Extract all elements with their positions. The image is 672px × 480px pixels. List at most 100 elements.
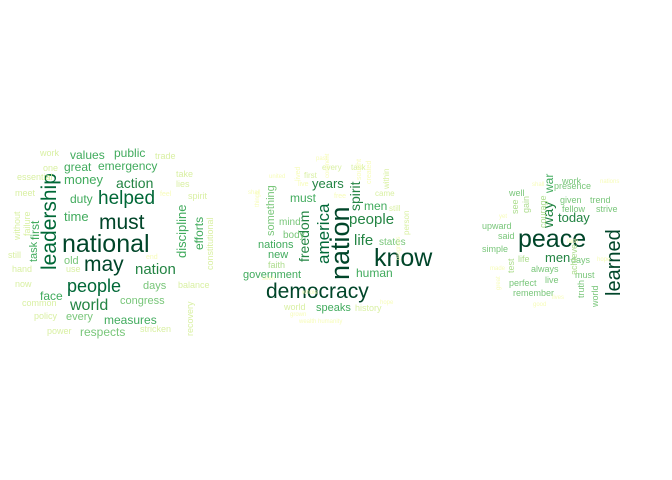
word-hand: hand [12,264,32,274]
word-values: values [70,148,105,162]
word-still: still [389,204,401,213]
word-truth: truth [576,280,586,298]
word-wealth: wealth [298,319,316,325]
word-gain: gain [521,196,531,213]
word-always: always [531,264,559,274]
word-without: without [12,211,22,241]
word-upward: upward [482,221,512,231]
word-work: work [39,148,60,158]
word-perfect: perfect [509,278,537,288]
word-well: well [508,188,525,198]
word-body: body [283,230,305,241]
word-america: america [314,203,333,264]
word-whole: whole [301,290,318,296]
word-money: money [64,172,104,187]
word-helped: helped [98,188,155,209]
word-humanity: humanity [318,319,342,325]
word-freedom: freedom [296,211,312,262]
word-war: war [542,174,556,194]
word-life: life [354,232,373,249]
word-history: history [355,303,382,313]
word-may: may [84,253,124,276]
word-use: use [66,264,81,274]
word-continent: continent [325,153,331,178]
word-progress: progress [396,237,402,260]
word-discipline: discipline [174,205,189,258]
word-government: government [243,269,301,281]
word-nation: nation [135,261,176,278]
word-way: way [540,201,557,229]
word-spirit: spirit [347,181,363,211]
word-said: said [498,231,515,241]
word-failure: failure [22,211,32,236]
word-end: end [146,254,158,261]
word-today: today [558,210,590,225]
word-live: live [545,275,559,285]
word-courage: courage [538,195,548,228]
word-past: past [316,156,328,162]
word-now: now [15,279,32,289]
word-old: old [64,255,79,267]
word-created: created [366,161,373,184]
word-years: years [312,176,344,191]
word-live: live [298,181,309,188]
word-national: national [62,230,150,258]
word-take: take [176,169,193,179]
word-simple: simple [482,244,508,254]
word-peace: peace [518,225,586,253]
word-lies: lies [176,179,190,189]
word-leadership: leadership [38,173,61,270]
word-power: power [47,326,72,336]
word-measures: measures [104,313,157,327]
word-essential: essential [17,172,53,182]
word-trend: trend [590,195,611,205]
word-efforts: efforts [192,217,206,250]
word-presence: presence [554,181,591,191]
word-every: every [322,163,342,172]
word-united: united [269,174,285,180]
word-days: days [571,255,591,265]
word-emergency: emergency [98,159,157,173]
word-something: something [265,185,277,236]
word-people: people [349,211,394,228]
word-every: every [66,311,93,323]
word-fellow: fellow [562,204,586,214]
word-meet: meet [15,188,36,198]
word-trade: trade [155,151,176,161]
word-balance: balance [178,280,210,290]
word-hope: hope [597,257,611,263]
word-person: person [402,211,411,235]
word-mind: mind [279,217,301,228]
word-one: one [43,163,58,173]
word-common: common [22,298,57,308]
word-feel: feel [160,191,172,198]
word-test: test [506,258,516,273]
word-spirit: spirit [188,191,208,201]
word-task: task [351,163,367,172]
word-world: world [283,302,306,312]
word-nations: nations [258,239,294,251]
word-world: world [590,285,600,308]
word-men: men [545,250,570,265]
word-came: came [375,189,395,198]
word-know: know [374,244,433,272]
word-action: action [116,175,153,191]
word-yet: yet [499,214,507,220]
word-lived: lived [295,166,302,181]
word-public: public [114,146,145,160]
word-within: within [382,169,391,190]
word-new: new [268,249,288,261]
word-time: time [64,209,89,224]
word-world: world [69,297,108,314]
word-constitutional: constitutional [205,217,215,270]
word-congress: congress [120,295,165,307]
word-remember: remember [513,288,554,298]
word-stricken: stricken [140,324,171,334]
word-faith: faith [567,239,578,245]
word-things: things [255,191,261,207]
word-democracy: democracy [266,280,369,303]
word-free: free [334,193,346,200]
